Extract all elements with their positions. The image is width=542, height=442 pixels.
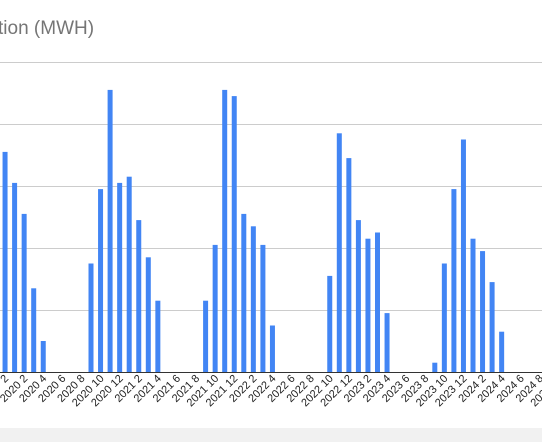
bar	[470, 238, 476, 372]
chart-title: tion (MWH)	[0, 18, 95, 39]
bar	[2, 151, 8, 372]
x-tick-label: 2	[0, 373, 11, 386]
bar	[31, 288, 37, 372]
bar	[355, 220, 361, 372]
bar	[384, 313, 390, 372]
bar	[203, 300, 209, 372]
bar	[21, 213, 27, 372]
bar	[460, 139, 466, 372]
bar	[107, 89, 113, 373]
bar	[336, 133, 342, 372]
bar	[222, 89, 228, 373]
bar	[365, 238, 371, 372]
bar	[88, 263, 94, 372]
bar	[375, 232, 380, 372]
bar	[489, 282, 495, 372]
bar	[136, 220, 142, 372]
bar	[480, 251, 486, 372]
bar	[12, 182, 18, 372]
bar	[98, 189, 104, 372]
bar	[327, 275, 333, 372]
scroll-band	[0, 428, 542, 442]
bar	[145, 257, 151, 372]
bar	[212, 244, 218, 372]
bar	[260, 244, 266, 372]
bar	[241, 213, 247, 372]
bar	[451, 189, 457, 372]
bar	[346, 158, 352, 372]
bars	[2, 89, 505, 373]
bar	[117, 182, 123, 372]
bar	[155, 300, 161, 372]
bar	[269, 325, 275, 372]
bar	[250, 226, 256, 372]
bar	[231, 96, 237, 372]
bar	[126, 176, 132, 372]
bar	[441, 263, 447, 372]
bar	[432, 362, 438, 372]
bar	[40, 341, 46, 372]
bar	[499, 331, 505, 372]
